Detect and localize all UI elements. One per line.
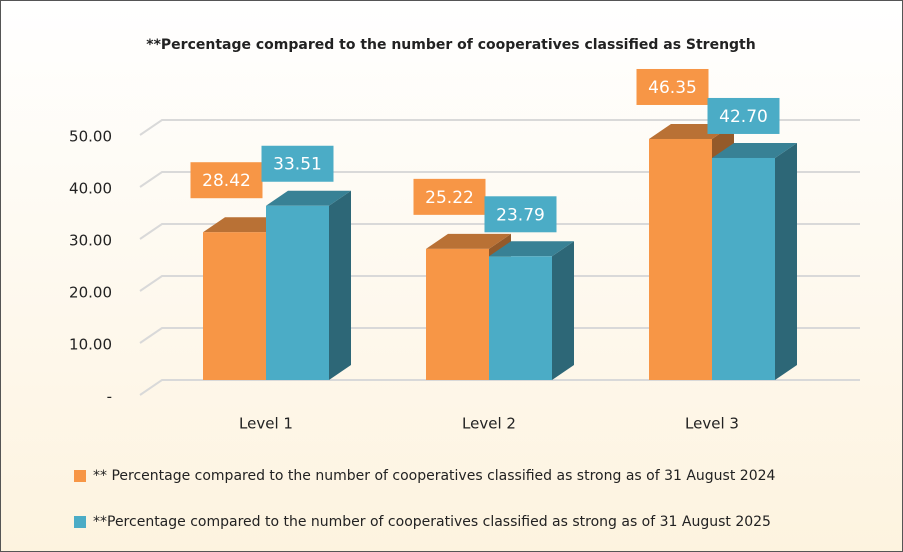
bar-side [329, 190, 351, 380]
x-tick-label: Level 1 [239, 415, 293, 433]
bar-top [712, 142, 797, 158]
x-tick-label: Level 2 [462, 415, 516, 433]
bar [489, 256, 552, 380]
y-tick-label: - [107, 388, 112, 406]
value-label: 33.51 [273, 155, 322, 175]
grid-line [139, 327, 860, 344]
grid-line [139, 171, 860, 188]
bar-side [775, 142, 797, 380]
value-label: 46.35 [648, 78, 697, 98]
legend-label: ** Percentage compared to the number of … [93, 468, 776, 484]
value-label-box [484, 196, 557, 233]
value-label-box [707, 97, 780, 134]
legend-swatch [74, 470, 86, 482]
value-label: 28.42 [202, 171, 251, 191]
y-tick-label: 40.00 [69, 180, 112, 198]
value-label-box [413, 178, 486, 215]
y-tick-label: 10.00 [69, 336, 112, 354]
bar [266, 205, 329, 380]
bar [426, 248, 489, 380]
x-tick-label: Level 3 [685, 415, 739, 433]
grid-line [139, 119, 860, 136]
bar-side [552, 241, 574, 380]
chart-title: **Percentage compared to the number of c… [146, 37, 755, 53]
value-label-box [261, 145, 334, 182]
grid-line [139, 275, 860, 292]
bar-top [266, 190, 351, 206]
value-label: 23.79 [496, 205, 545, 225]
bar-top [426, 233, 511, 249]
grid-line [139, 379, 860, 396]
bar [203, 232, 266, 380]
y-tick-label: 30.00 [69, 232, 112, 250]
value-label: 42.70 [719, 107, 768, 127]
grid-line [139, 223, 860, 240]
value-label: 25.22 [425, 188, 474, 208]
bar-top [489, 241, 574, 257]
y-tick-label: 50.00 [69, 128, 112, 146]
value-label-box [636, 68, 709, 105]
bar [712, 157, 775, 380]
legend-label: **Percentage compared to the number of c… [93, 514, 771, 530]
value-label-box [190, 162, 263, 199]
bar [649, 138, 712, 380]
y-tick-label: 20.00 [69, 284, 112, 302]
legend-swatch [74, 516, 86, 528]
